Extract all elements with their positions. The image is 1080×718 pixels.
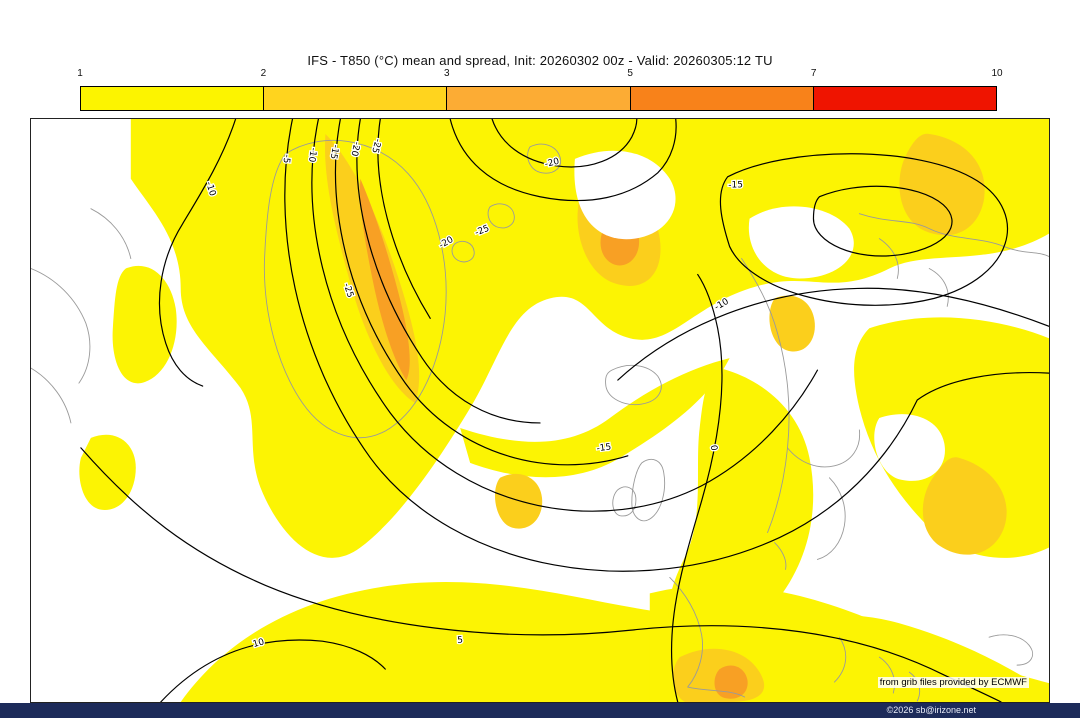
coastline-white-sea [878,238,949,307]
coastline-iceland [605,364,662,406]
colorbar-segments [80,86,997,111]
coastlines [31,139,1049,702]
spread-region-yellow [460,358,730,478]
spread-region-gold [899,133,985,236]
contour-line-top-center-inner [491,119,638,168]
colorbar-tick: 7 [810,68,817,79]
spread-hole-white [748,206,854,279]
contour-line-minus5 [284,119,1049,572]
chart-title: IFS - T850 (°C) mean and spread, Init: 2… [307,53,773,68]
contour-line-zero [670,273,723,702]
contour-label: -20 [348,141,361,158]
coastline-canada [31,208,132,424]
spread-hole-white [874,414,945,481]
data-credit: from grib files provided by ECMWF [877,677,1029,688]
coastline-svalbard [527,143,562,174]
coastline-russia-north [858,213,1049,257]
colorbar-segment [81,87,265,110]
colorbar-ticks: 1 2 3 5 7 10 [77,68,1002,82]
colorbar-tick: 5 [627,68,633,79]
contour-label: -5 [281,154,292,164]
spread-region-yellow [668,368,814,646]
contour-line-minus20 [356,119,541,424]
spread-region-amber [359,178,410,381]
coastline-baltic [774,429,861,570]
contour-label: -15 [596,442,612,454]
colorbar-tick: 2 [260,68,267,79]
colorbar-tick: 1 [77,68,83,79]
spread-shading [79,119,1049,702]
contour-line-minus10-west [158,119,237,387]
spread-region-yellow [112,265,177,384]
contour-label: -10 [306,147,318,163]
coastline-black-sea [988,634,1033,666]
contour-label: 5 [457,635,464,645]
contour-line-plus10 [160,639,386,702]
coastline-ireland [612,486,637,517]
spread-region-gold [769,295,815,352]
contour-line-minus15 [335,119,629,466]
contour-label: 0 [708,444,719,451]
colorbar-segment [264,87,448,110]
colorbar-segment [630,87,814,110]
map-svg: -10-5 -10 -15 -20 -25-25-20-25-20-15-10-15 05… [31,119,1049,702]
colorbar-tick: 3 [444,68,450,79]
coastline-arctic-islands [451,203,515,263]
spread-hole-white [574,150,676,240]
colorbar-segment [447,87,631,110]
contour-line-minus10 [311,119,819,512]
contour-line-minus20-northeast [812,185,953,257]
coastline-europe-west [669,576,746,698]
footer-bar: ©2026 sb@irizone.net [0,703,1080,718]
colorbar-tick: 10 [991,68,1003,79]
colorbar-segment [813,87,997,110]
contour-lines [80,119,1049,702]
coastline-norway [741,258,790,534]
copyright-text: ©2026 sb@irizone.net [886,705,976,715]
map-panel: -10 -5 -10 -15 -20 -25 -25 -20 -25 -20 -15 -10 -15 0 5… [30,118,1050,703]
contour-line-minus25 [377,119,431,319]
coastline-britain [631,459,666,522]
contour-line-plus5 [80,447,1002,702]
spread-region-gold [922,457,1007,555]
contour-line-top-center-outer [449,119,677,202]
contour-label: -15 [328,144,340,160]
contour-line-minus15-northeast [719,153,1009,306]
spread-region-amber [714,665,748,699]
contour-label: 10 [252,637,266,650]
coastline-greenland [263,139,447,439]
contour-line-minus10-east [617,287,1049,381]
contour-label: -15 [728,180,743,190]
